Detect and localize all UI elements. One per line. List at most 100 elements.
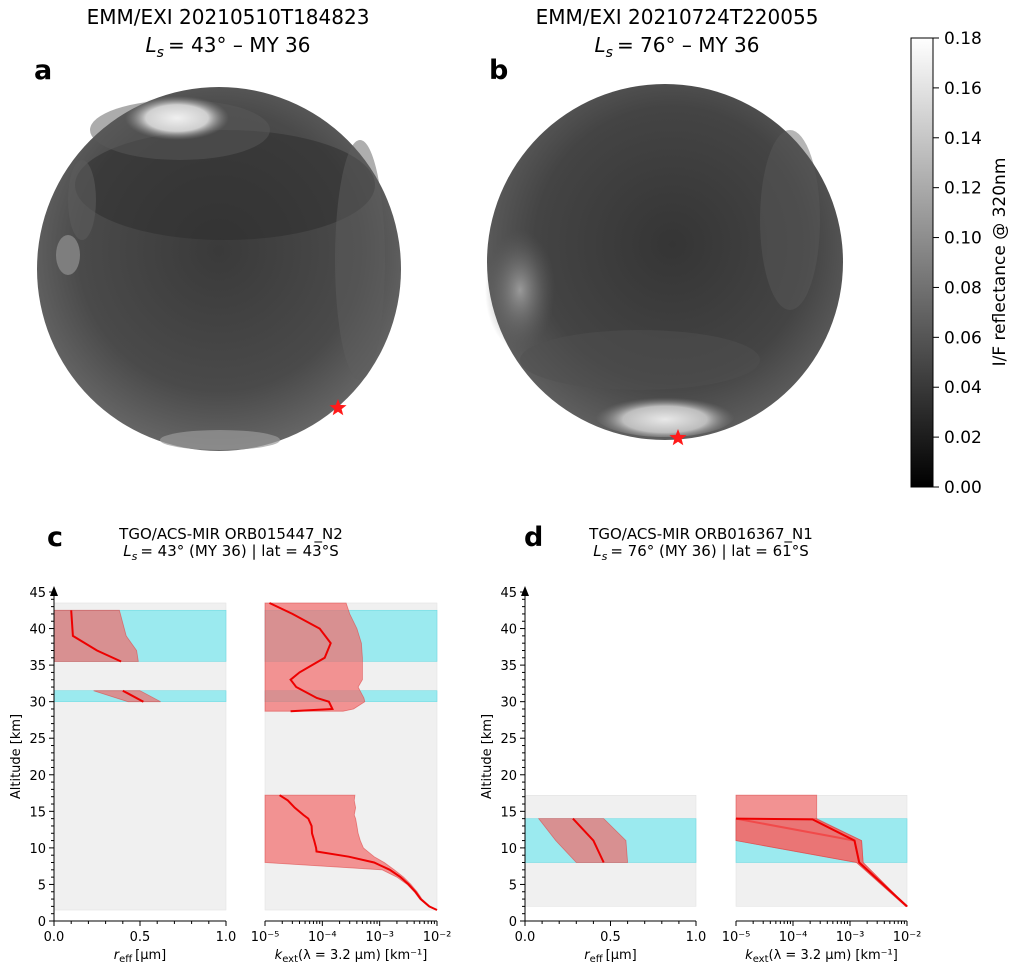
reff-x-label-unit: [µm] (606, 948, 637, 963)
reff-uncertainty-band (93, 690, 161, 703)
kext-x-tick-label: 10⁻² (893, 930, 922, 945)
reff-x-label-sub: eff (119, 954, 133, 965)
star-marker-a (329, 399, 347, 416)
panel-b-ls-text: = 76° – MY 36 (617, 33, 760, 57)
kext-x-tick-label: 10⁻⁴ (779, 930, 808, 945)
reff-profile-line (122, 689, 144, 703)
kext-uncertainty-band (264, 602, 366, 712)
panel-d-ls: Ls = 76° (MY 36) | lat = 61°S (593, 542, 809, 563)
colorbar-ticks: 0.00 0.02 0.04 0.06 0.08 0.10 0.12 0.14 0.16 0.18 (933, 29, 982, 498)
colorbar-tick-label: 0.12 (944, 179, 982, 199)
reff-x-label-sub: eff (590, 954, 604, 965)
y-tick-label: 20 (500, 769, 517, 784)
reff-axes: 0.0 0.5 1.0 reff [µm] (515, 794, 707, 965)
reff-uncertainty-band (537, 818, 629, 863)
colorbar-tick-label: 0.00 (944, 478, 982, 498)
panel-b-title: EMM/EXI 20210724T220055 (536, 5, 819, 29)
panel-d-title: TGO/ACS-MIR ORB016367_N1 (588, 525, 813, 544)
panel-d-ls-text: = 76° (MY 36) | lat = 61°S (610, 542, 808, 560)
colorbar-tick-label: 0.08 (944, 278, 982, 298)
kext-x-tick-label: 10⁻³ (365, 930, 394, 945)
y-tick-label: 25 (500, 732, 517, 747)
y-tick-label: 10 (500, 842, 517, 857)
kext-x-tick-label: 10⁻⁵ (251, 930, 280, 945)
reff-x-tick-label: 1.0 (686, 930, 707, 945)
reff-x-tick-label: 1.0 (216, 930, 237, 945)
y-tick-label: 35 (29, 659, 46, 674)
kext-x-label: kext(λ = 3.2 µm) [km⁻¹] (275, 948, 428, 965)
panel-c-ls: Ls = 43° (MY 36) | lat = 43°S (123, 542, 339, 563)
colorbar-tick-label: 0.04 (944, 378, 982, 398)
y-axis: 0 5 10 15 20 25 30 35 40 45 Altitude [km] (480, 586, 529, 930)
panel-a-ls: Ls = 43° – MY 36 (145, 33, 310, 61)
profile-plot-d: 0.0 0.5 1.0 reff [µm] 10⁻⁵ 10⁻⁴ 10⁻³ 10⁻² kext(λ … (480, 586, 921, 965)
kext-x-tick-label: 10⁻³ (836, 930, 865, 945)
colorbar: 0.00 0.02 0.04 0.06 0.08 0.10 0.12 0.14 0.16 0.18… (910, 29, 1010, 498)
kext-axes: 10⁻⁵ 10⁻⁴ 10⁻³ 10⁻² kext(λ = 3.2 µm) [km⁻¹] (251, 602, 452, 965)
y-tick-label: 15 (500, 805, 517, 820)
panel-d: TGO/ACS-MIR ORB016367_N1 Ls = 76° (MY 36)… (480, 522, 921, 965)
panel-a-letter: a (34, 55, 52, 86)
panel-a-ls-text: = 43° – MY 36 (168, 33, 311, 57)
y-tick-label: 45 (29, 586, 46, 601)
panel-c: TGO/ACS-MIR ORB015447_N2 Ls = 43° (MY 36)… (9, 522, 451, 965)
reff-x-label-main: r (114, 948, 121, 963)
y-axis-label: Altitude [km] (480, 714, 495, 799)
panel-b-ls: Ls = 76° – MY 36 (594, 33, 759, 61)
y-axis-arrow (521, 586, 529, 596)
panel-b-letter: b (489, 55, 508, 86)
reff-x-label: reff [µm] (114, 948, 166, 965)
y-tick-label: 45 (500, 586, 517, 601)
colorbar-tick-label: 0.06 (944, 328, 982, 348)
kext-profile-line (279, 794, 438, 911)
y-axis: 0 5 10 15 20 25 30 35 40 45 Altitude [km] (9, 586, 58, 930)
reff-x-label-unit: [µm] (135, 948, 166, 963)
panel-d-letter: d (524, 522, 543, 553)
panel-a: EMM/EXI 20210510T184823 Ls = 43° – MY 36 … (34, 5, 401, 451)
y-tick-label: 5 (509, 878, 517, 893)
colorbar-tick-label: 0.14 (944, 129, 982, 149)
kext-axes: 10⁻⁵ 10⁻⁴ 10⁻³ 10⁻² kext(λ = 3.2 µm) [km⁻¹] (722, 794, 922, 965)
y-tick-label: 15 (29, 805, 46, 820)
y-tick-label: 0 (509, 915, 517, 930)
reff-x-label: reff [µm] (584, 948, 636, 965)
y-axis-arrow (50, 586, 58, 596)
colorbar-tick-label: 0.18 (944, 29, 982, 49)
reff-profile-line (70, 610, 122, 663)
profile-plot-c: 0.0 0.5 1.0 reff [µm] 10⁻⁵ 10⁻⁴ 10⁻³ 10⁻² kext(λ … (9, 586, 451, 965)
y-tick-label: 10 (29, 842, 46, 857)
colorbar-tick-label: 0.10 (944, 229, 982, 249)
mars-disk-a (37, 87, 401, 451)
y-tick-label: 40 (29, 623, 46, 638)
panel-b: EMM/EXI 20210724T220055 Ls = 76° – MY 36 … (485, 5, 843, 446)
colorbar-tick-label: 0.02 (944, 428, 982, 448)
mars-disk-b (485, 84, 843, 440)
y-tick-label: 25 (29, 732, 46, 747)
kext-x-tick-label: 10⁻² (423, 930, 452, 945)
y-tick-label: 5 (38, 878, 46, 893)
kext-x-label-unit: (λ = 3.2 µm) [km⁻¹] (769, 948, 898, 963)
kext-profile-line (735, 817, 908, 908)
reff-x-label-main: r (584, 948, 591, 963)
panel-c-letter: c (47, 522, 63, 553)
panel-c-title: TGO/ACS-MIR ORB015447_N2 (118, 525, 343, 544)
y-tick-label: 0 (38, 915, 46, 930)
panel-c-ls-text: = 43° (MY 36) | lat = 43°S (140, 542, 338, 560)
y-tick-label: 35 (500, 659, 517, 674)
kext-x-tick-label: 10⁻⁴ (308, 930, 337, 945)
colorbar-label: I/F reflectance @ 320nm (990, 158, 1010, 367)
colorbar-gradient (910, 37, 934, 488)
y-tick-label: 30 (29, 696, 46, 711)
y-tick-label: 20 (29, 769, 46, 784)
star-marker-b (669, 429, 687, 446)
y-tick-label: 40 (500, 623, 517, 638)
kext-x-label-sub: ext (282, 954, 298, 965)
reff-x-tick-label: 0.0 (44, 930, 65, 945)
colorbar-tick-label: 0.16 (944, 79, 982, 99)
reff-x-tick-label: 0.5 (130, 930, 151, 945)
y-axis-label: Altitude [km] (9, 714, 24, 799)
reff-x-tick-label: 0.0 (515, 930, 536, 945)
kext-x-label-sub: ext (753, 954, 769, 965)
kext-x-tick-label: 10⁻⁵ (722, 930, 751, 945)
panel-a-title: EMM/EXI 20210510T184823 (87, 5, 370, 29)
